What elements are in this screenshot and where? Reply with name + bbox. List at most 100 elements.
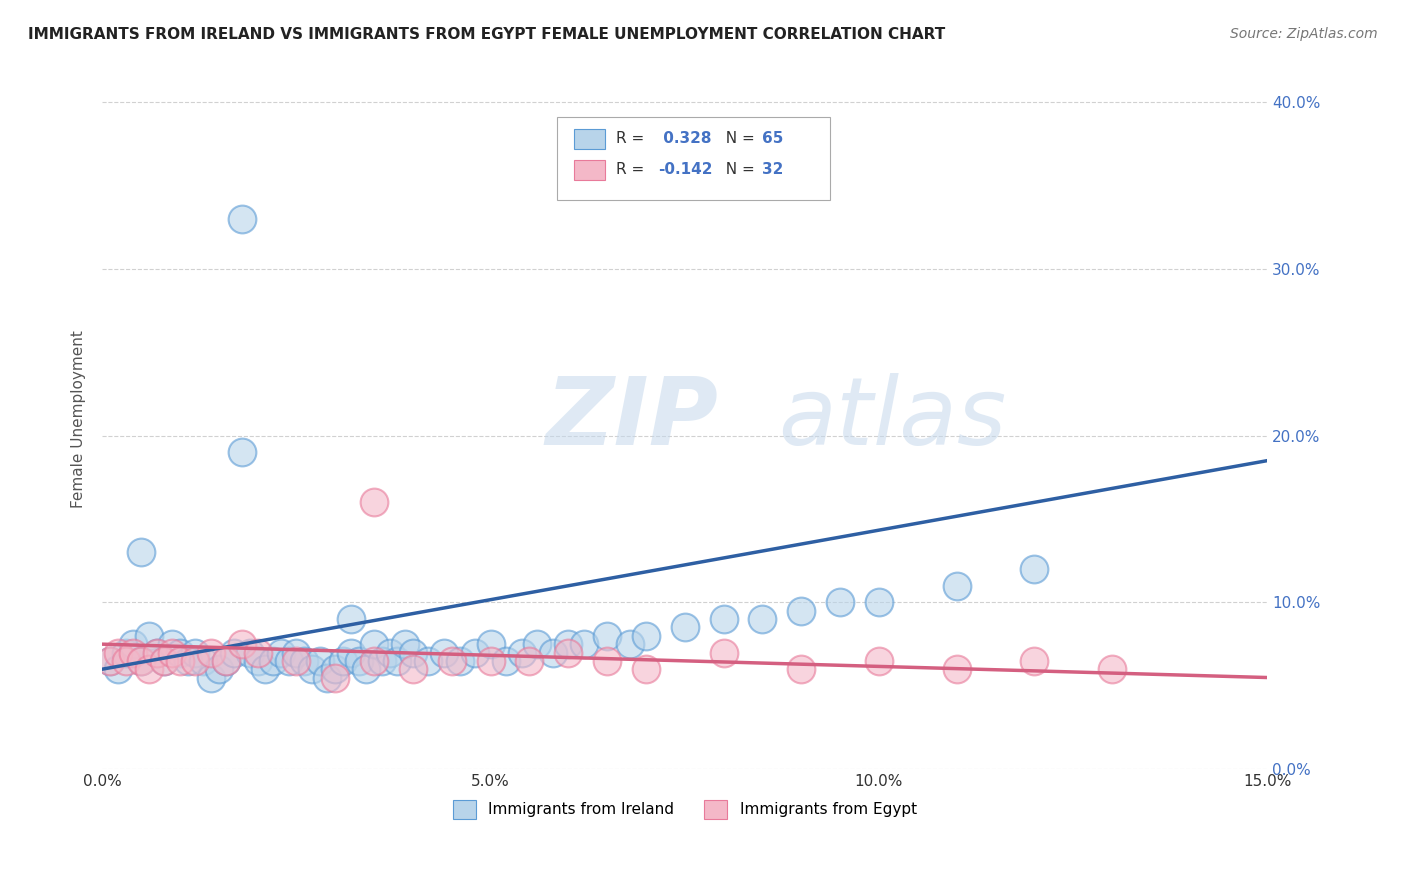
Point <box>449 654 471 668</box>
Point <box>713 612 735 626</box>
Point <box>316 671 339 685</box>
Point <box>363 654 385 668</box>
Text: R =: R = <box>616 131 650 146</box>
Point <box>153 654 176 668</box>
Point <box>596 654 619 668</box>
Point <box>262 654 284 668</box>
Point <box>339 612 361 626</box>
Point <box>98 654 121 668</box>
Point <box>107 646 129 660</box>
Point <box>270 646 292 660</box>
Point <box>169 654 191 668</box>
Point <box>122 637 145 651</box>
Point <box>215 654 238 668</box>
Point <box>193 654 215 668</box>
Point <box>394 637 416 651</box>
Point <box>634 629 657 643</box>
Point <box>387 654 409 668</box>
Text: ZIP: ZIP <box>546 373 718 465</box>
Point <box>557 637 579 651</box>
Point <box>1024 562 1046 576</box>
Point <box>224 646 246 660</box>
Point <box>231 211 253 226</box>
Text: Source: ZipAtlas.com: Source: ZipAtlas.com <box>1230 27 1378 41</box>
Point <box>277 654 299 668</box>
Point <box>122 646 145 660</box>
Point <box>246 646 269 660</box>
Point <box>868 654 890 668</box>
Text: -0.142: -0.142 <box>658 162 713 178</box>
Point <box>572 637 595 651</box>
Point <box>945 662 967 676</box>
Point <box>200 671 222 685</box>
Point <box>208 662 231 676</box>
Point <box>1024 654 1046 668</box>
Point <box>145 646 167 660</box>
Point <box>114 646 136 660</box>
Point <box>239 646 262 660</box>
Text: IMMIGRANTS FROM IRELAND VS IMMIGRANTS FROM EGYPT FEMALE UNEMPLOYMENT CORRELATION: IMMIGRANTS FROM IRELAND VS IMMIGRANTS FR… <box>28 27 945 42</box>
Point <box>129 654 152 668</box>
Point <box>371 654 394 668</box>
Point <box>790 604 813 618</box>
Point <box>292 654 315 668</box>
Point <box>510 646 533 660</box>
Point <box>634 662 657 676</box>
Point <box>301 662 323 676</box>
Point <box>479 637 502 651</box>
Text: 0.328: 0.328 <box>658 131 711 146</box>
Point <box>160 637 183 651</box>
Point <box>526 637 548 651</box>
Point <box>363 495 385 509</box>
Point <box>153 654 176 668</box>
Point <box>479 654 502 668</box>
Point <box>129 654 152 668</box>
Text: 65: 65 <box>762 131 783 146</box>
Point <box>418 654 440 668</box>
Point <box>495 654 517 668</box>
Point <box>129 545 152 559</box>
Point <box>215 654 238 668</box>
Point <box>830 595 852 609</box>
Point <box>285 646 308 660</box>
Y-axis label: Female Unemployment: Female Unemployment <box>72 330 86 508</box>
Point <box>254 662 277 676</box>
Point <box>356 662 378 676</box>
Point <box>945 579 967 593</box>
Point <box>169 646 191 660</box>
Text: N =: N = <box>716 162 759 178</box>
Point <box>713 646 735 660</box>
Point <box>176 654 198 668</box>
Point <box>145 646 167 660</box>
Point <box>347 654 370 668</box>
Point <box>790 662 813 676</box>
Point <box>184 654 207 668</box>
Point <box>1101 662 1123 676</box>
Point <box>138 662 160 676</box>
Point <box>323 662 346 676</box>
Point <box>332 654 354 668</box>
Point <box>160 646 183 660</box>
Point <box>231 445 253 459</box>
Point <box>378 646 401 660</box>
Point <box>557 646 579 660</box>
Point <box>138 629 160 643</box>
Point <box>673 620 696 634</box>
Point <box>440 654 463 668</box>
Legend: Immigrants from Ireland, Immigrants from Egypt: Immigrants from Ireland, Immigrants from… <box>447 794 922 825</box>
Text: N =: N = <box>716 131 759 146</box>
Point <box>541 646 564 660</box>
Point <box>402 646 425 660</box>
Point <box>868 595 890 609</box>
Point <box>751 612 773 626</box>
Point <box>363 637 385 651</box>
Point <box>323 671 346 685</box>
Point <box>619 637 641 651</box>
Point <box>402 662 425 676</box>
Point <box>308 654 330 668</box>
Point <box>231 637 253 651</box>
Point <box>519 654 541 668</box>
Text: R =: R = <box>616 162 650 178</box>
Text: atlas: atlas <box>778 374 1007 465</box>
Point <box>107 662 129 676</box>
